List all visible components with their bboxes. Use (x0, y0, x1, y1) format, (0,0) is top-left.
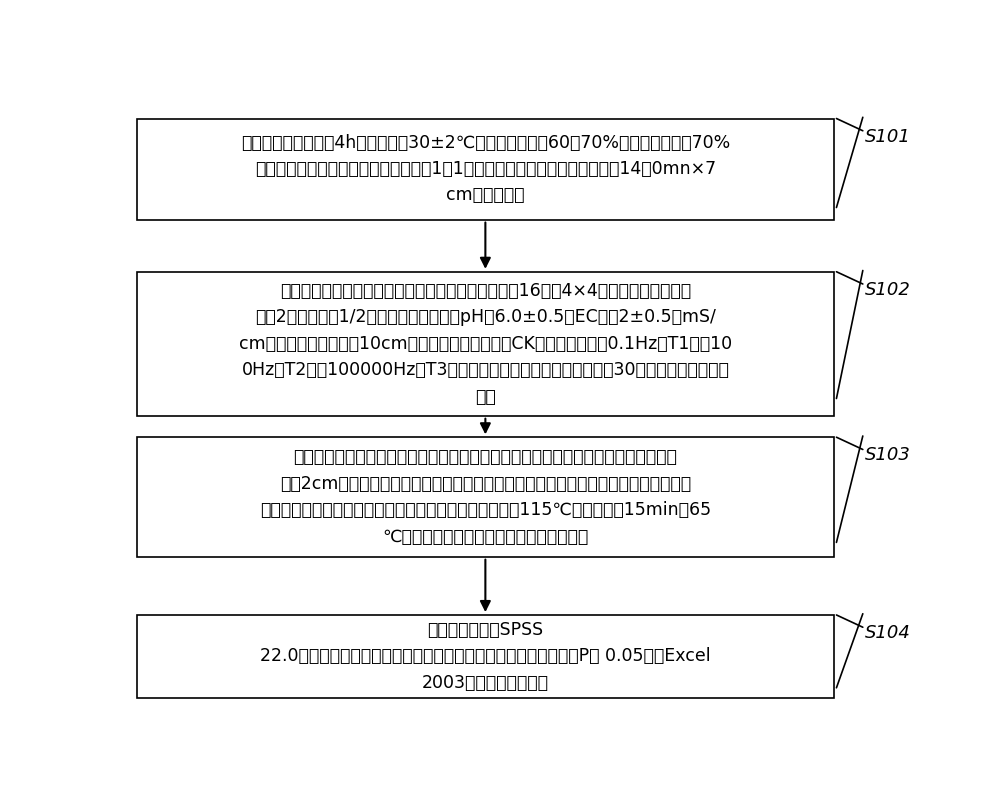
Bar (137, 437, 834, 556)
Text: 将移栽好的幼苗转移至供试光板下，每个光板下放网16株（4×4），试验处理过程中
每隄2天浇灌一歌1/2倍园式配方营养液（pH为6.0±0.5，EC値（2±0.5: 将移栽好的幼苗转移至供试光板下，每个光板下放网16株（4×4），试验处理过程中 … (239, 282, 732, 405)
Text: 所有数据均采用SPSS
22.0软件进行处理方差分析，采用邓肯氏新复极差法检验差异性（P＜ 0.05），Excel
2003软件处理试验数据: 所有数据均采用SPSS 22.0软件进行处理方差分析，采用邓肯氏新复极差法检验差… (260, 621, 711, 692)
Text: S104: S104 (865, 624, 911, 642)
Text: S103: S103 (865, 447, 911, 464)
Bar (137, 271, 834, 416)
Text: 黄瓜种子经温汤浸种4h后，在温度30±2℃，无光照，湿度60～70%的条件下萍发。70%
种子露白后，播种于穴盘基质中，幼艗1叶1心时，挑选长势一致的幼苗移栽到: 黄瓜种子经温汤浸种4h后，在温度30±2℃，无光照，湿度60～70%的条件下萍发… (241, 134, 730, 205)
Text: S102: S102 (865, 281, 911, 299)
Bar (137, 119, 834, 220)
Bar (137, 615, 834, 698)
Text: 用直尺测量株高（基质表面到黄瓜幼苗生长点的距离）；用游标卡尺测量茎粗（子叶
下方2cm处）；用直尺测定每片的叶长（沿主叶脉叶片的最长距离），用千分之一电子
天平: 用直尺测量株高（基质表面到黄瓜幼苗生长点的距离）；用游标卡尺测量茎粗（子叶 下方… (260, 448, 711, 545)
Text: S101: S101 (865, 127, 911, 146)
